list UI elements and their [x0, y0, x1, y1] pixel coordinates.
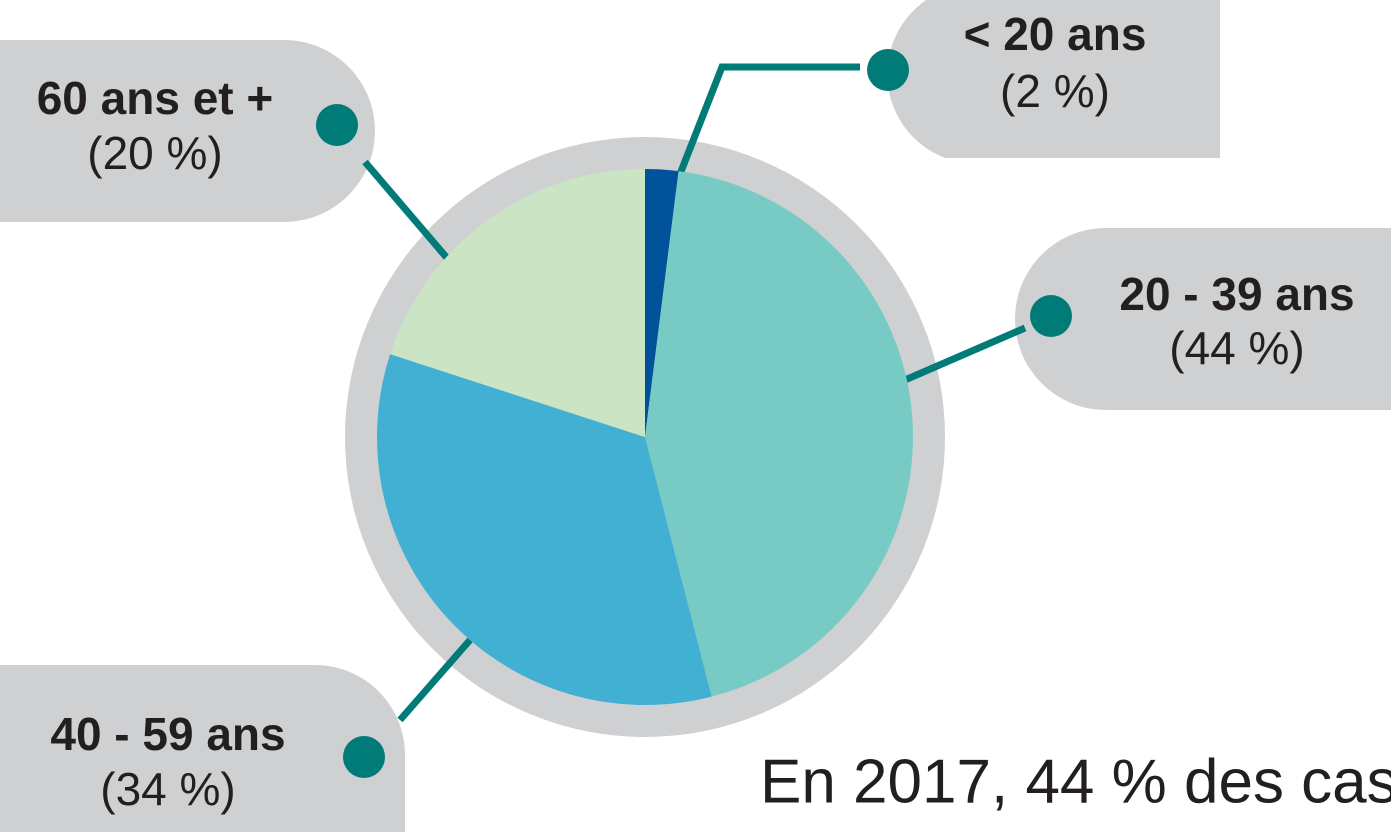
label-category: 60 ans et + [37, 72, 274, 124]
label-dot [867, 49, 909, 91]
label-dot [1030, 295, 1072, 337]
label-box [0, 665, 405, 832]
pie [376, 169, 913, 705]
pie-slice [390, 169, 645, 437]
leader-line [676, 63, 860, 176]
leader-line [362, 159, 450, 261]
label-value: (20 %) [87, 127, 222, 179]
label-category: 40 - 59 ans [50, 708, 285, 760]
leader-line [397, 637, 473, 723]
label-dot [343, 736, 385, 778]
pie-slice [645, 169, 679, 437]
label-box [887, 0, 1220, 158]
label-dot [316, 104, 358, 146]
label-category: 20 - 39 ans [1119, 268, 1354, 320]
label-value: (2 %) [1000, 65, 1110, 117]
annotation: En 2017, 44 % des cas [760, 747, 1391, 816]
pie-slice [645, 171, 913, 697]
leader-line [903, 324, 1027, 384]
pie-slice [376, 354, 712, 705]
label-value: (44 %) [1169, 322, 1304, 374]
label-box [0, 40, 375, 222]
label-category: < 20 ans [964, 8, 1147, 60]
label-box [1015, 228, 1391, 410]
label-value: (34 %) [100, 763, 235, 815]
